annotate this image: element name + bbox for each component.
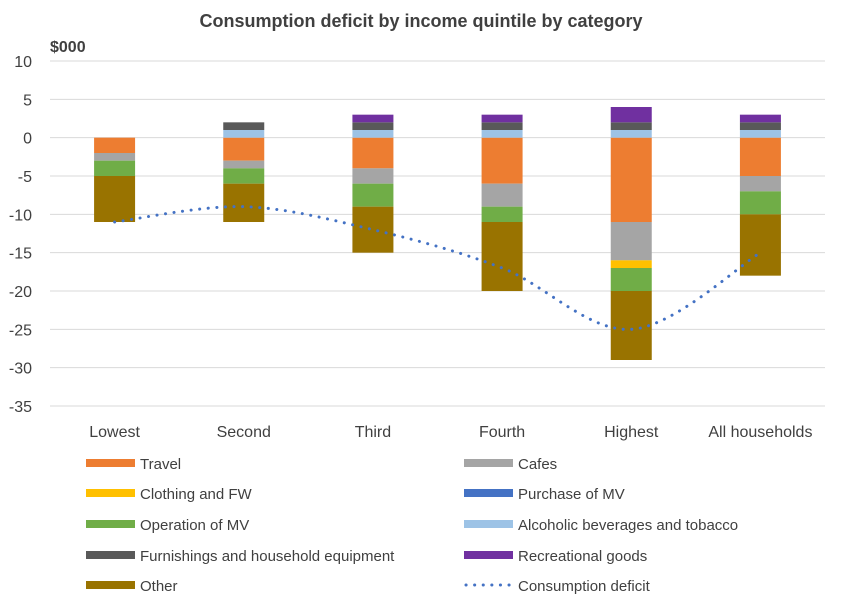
legend-swatch	[464, 551, 513, 559]
y-unit-label: $000	[50, 39, 86, 56]
bar-segment-operation-of-mv	[223, 168, 265, 184]
bar-segment-other	[610, 291, 652, 360]
legend-swatch	[464, 489, 513, 497]
bar-segment-other	[94, 176, 136, 222]
bar-segment-travel	[610, 137, 652, 222]
bar-segment-travel	[739, 137, 781, 176]
legend-label: Travel	[140, 456, 181, 473]
legend-label: Purchase of MV	[518, 486, 625, 503]
x-category-label: Lowest	[89, 424, 140, 441]
legend-swatch	[86, 551, 135, 559]
bar-segment-alcoholic-beverages-and-tobacco	[481, 130, 523, 138]
bar-segment-furnishings-and-household-equipment	[352, 122, 394, 130]
bar-segment-recreational-goods	[481, 114, 523, 123]
bar-segment-other	[481, 222, 523, 291]
bar-segment-other	[352, 206, 394, 253]
legend-swatch	[86, 581, 135, 589]
legend-label: Clothing and FW	[140, 486, 253, 503]
y-tick-label: -35	[9, 399, 32, 416]
consumption-deficit-line	[113, 205, 762, 331]
legend-label: Cafes	[518, 456, 557, 473]
bar-segment-operation-of-mv	[739, 191, 781, 215]
bar-segment-furnishings-and-household-equipment	[739, 122, 781, 130]
bar-segment-cafes	[739, 176, 781, 192]
bar-segment-travel	[94, 137, 136, 153]
chart-title: Consumption deficit by income quintile b…	[199, 11, 642, 31]
y-tick-label: 10	[14, 54, 32, 71]
bar-segment-travel	[223, 137, 265, 161]
bar-segment-operation-of-mv	[94, 160, 136, 176]
bar-segment-operation-of-mv	[610, 268, 652, 291]
bars	[94, 107, 781, 360]
bar-segment-alcoholic-beverages-and-tobacco	[223, 130, 265, 138]
legend-label: Consumption deficit	[518, 578, 651, 595]
bar-segment-alcoholic-beverages-and-tobacco	[739, 130, 781, 138]
bar-segment-cafes	[223, 160, 265, 169]
x-category-label: Third	[355, 424, 391, 441]
y-tick-label: 5	[23, 92, 32, 109]
bar-segment-operation-of-mv	[481, 206, 523, 222]
legend-label: Other	[140, 578, 178, 595]
legend-swatch	[86, 520, 135, 528]
bar-segment-travel	[352, 137, 394, 169]
legend-swatch	[86, 459, 135, 467]
legend-label: Recreational goods	[518, 548, 647, 565]
legend-label: Furnishings and household equipment	[140, 548, 395, 565]
bar-segment-alcoholic-beverages-and-tobacco	[352, 130, 394, 138]
y-tick-label: -20	[9, 284, 32, 301]
x-category-label: Fourth	[479, 424, 525, 441]
legend-label: Operation of MV	[140, 517, 249, 534]
bar-segment-furnishings-and-household-equipment	[481, 122, 523, 130]
y-tick-label: -25	[9, 322, 32, 339]
bar-segment-furnishings-and-household-equipment	[610, 122, 652, 130]
bar-segment-cafes	[352, 168, 394, 184]
x-category-label: Second	[217, 424, 271, 441]
bar-segment-recreational-goods	[352, 114, 394, 123]
y-tick-label: -10	[9, 207, 32, 224]
bar-segment-furnishings-and-household-equipment	[223, 122, 265, 130]
legend-swatch	[464, 520, 513, 528]
deficit-line	[113, 205, 762, 331]
y-axis-ticks: 10 5 0 -5 -10 -15 -20 -25 -30 -35	[9, 54, 32, 416]
bar-segment-recreational-goods	[739, 114, 781, 123]
bar-segment-other	[223, 183, 265, 222]
y-tick-label: 0	[23, 131, 32, 148]
x-category-label: Highest	[604, 424, 659, 441]
bar-segment-cafes	[481, 183, 523, 207]
legend-label: Alcoholic beverages and tobacco	[518, 517, 738, 534]
bar-segment-operation-of-mv	[352, 183, 394, 207]
gridlines	[50, 60, 825, 407]
bar-segment-alcoholic-beverages-and-tobacco	[610, 130, 652, 138]
bar-segment-other	[739, 214, 781, 276]
y-tick-label: -5	[18, 169, 32, 186]
x-axis-labels: Lowest Second Third Fourth Highest All househ…	[89, 424, 812, 441]
y-tick-label: -15	[9, 246, 32, 263]
bar-segment-cafes	[94, 153, 136, 161]
bar-segment-recreational-goods	[610, 107, 652, 123]
bar-segment-travel	[481, 137, 523, 184]
legend-swatch	[86, 489, 135, 497]
bar-segment-cafes	[610, 222, 652, 261]
legend: Travel Cafes Clothing and FW Purchase of MV…	[86, 456, 738, 595]
bar-segment-clothing-and-fw	[610, 260, 652, 268]
legend-swatch	[464, 459, 513, 467]
y-tick-label: -30	[9, 361, 32, 378]
x-category-label: All households	[708, 424, 812, 441]
